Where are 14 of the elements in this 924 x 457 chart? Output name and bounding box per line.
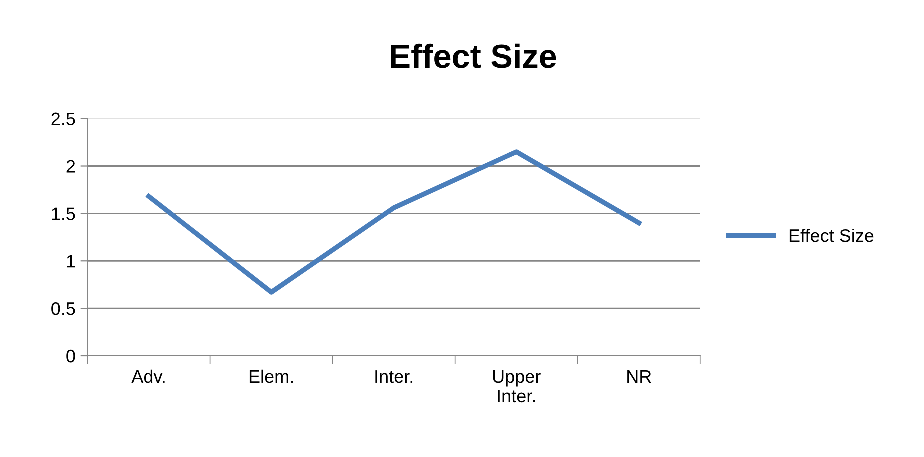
x-tick-label: Adv.	[132, 370, 165, 384]
y-tick-label: 0.5	[52, 302, 76, 316]
x-tick-label: NR	[628, 370, 652, 383]
x-tick-label: Inter.	[376, 370, 413, 384]
legend-label: Effect Size	[790, 228, 874, 242]
chart-title: Effect Size	[391, 44, 556, 68]
y-tick-label: 2.5	[52, 112, 76, 126]
y-tick-label: 0	[66, 350, 76, 363]
y-tick-label: 1.5	[52, 208, 76, 220]
x-tick-label: Elem.	[250, 370, 293, 384]
y-tick-label: 2	[66, 160, 76, 173]
line-series	[146, 150, 642, 295]
x-tick-label: Upper Inter.	[493, 370, 541, 403]
y-tick-label: 1	[67, 255, 76, 268]
